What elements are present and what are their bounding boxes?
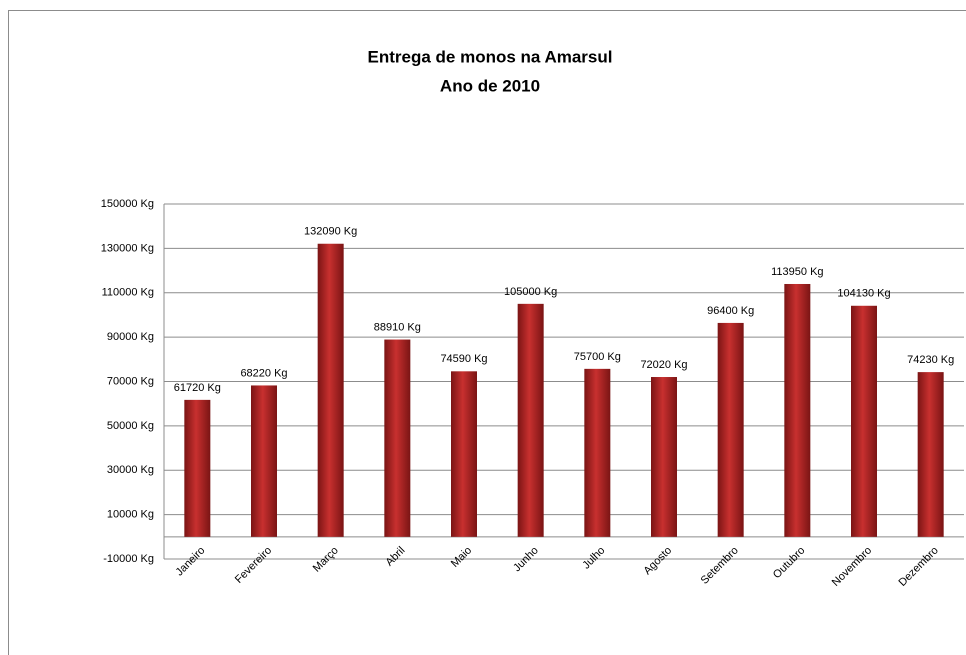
y-tick-label: 70000 Kg (107, 375, 154, 387)
data-label: 113950 Kg (771, 266, 823, 278)
bar (651, 377, 677, 537)
y-tick-label: 130000 Kg (101, 242, 154, 254)
bar (451, 371, 477, 537)
bar (584, 368, 611, 537)
y-tick-label: 50000 Kg (107, 420, 154, 432)
chart-title: Entrega de monos na Amarsul (368, 47, 613, 66)
data-label: 105000 Kg (504, 286, 557, 298)
bar (184, 399, 211, 537)
bar (851, 305, 877, 537)
bar (717, 322, 744, 537)
data-label: 74590 Kg (440, 353, 487, 365)
data-label: 68220 Kg (240, 367, 287, 379)
y-tick-label: 90000 Kg (107, 331, 154, 343)
bar (784, 283, 811, 537)
y-tick-label: 150000 Kg (101, 198, 154, 210)
data-label: 88910 Kg (374, 321, 421, 333)
data-label: 104130 Kg (837, 288, 890, 300)
chart-subtitle: Ano de 2010 (440, 76, 540, 95)
data-label: 96400 Kg (707, 305, 754, 317)
data-label: 75700 Kg (574, 351, 621, 363)
bar (251, 385, 277, 537)
y-tick-label: 110000 Kg (102, 287, 154, 299)
bar (384, 339, 411, 537)
bar (917, 372, 944, 537)
data-label: 132090 Kg (304, 226, 357, 238)
bar (517, 303, 544, 537)
y-tick-label: -10000 Kg (103, 553, 154, 565)
bar (317, 243, 344, 537)
y-tick-label: 30000 Kg (107, 464, 154, 476)
y-tick-label: 10000 Kg (107, 509, 154, 521)
data-label: 74230 Kg (907, 354, 954, 366)
data-label: 61720 Kg (174, 382, 221, 394)
data-label: 72020 Kg (640, 359, 687, 371)
